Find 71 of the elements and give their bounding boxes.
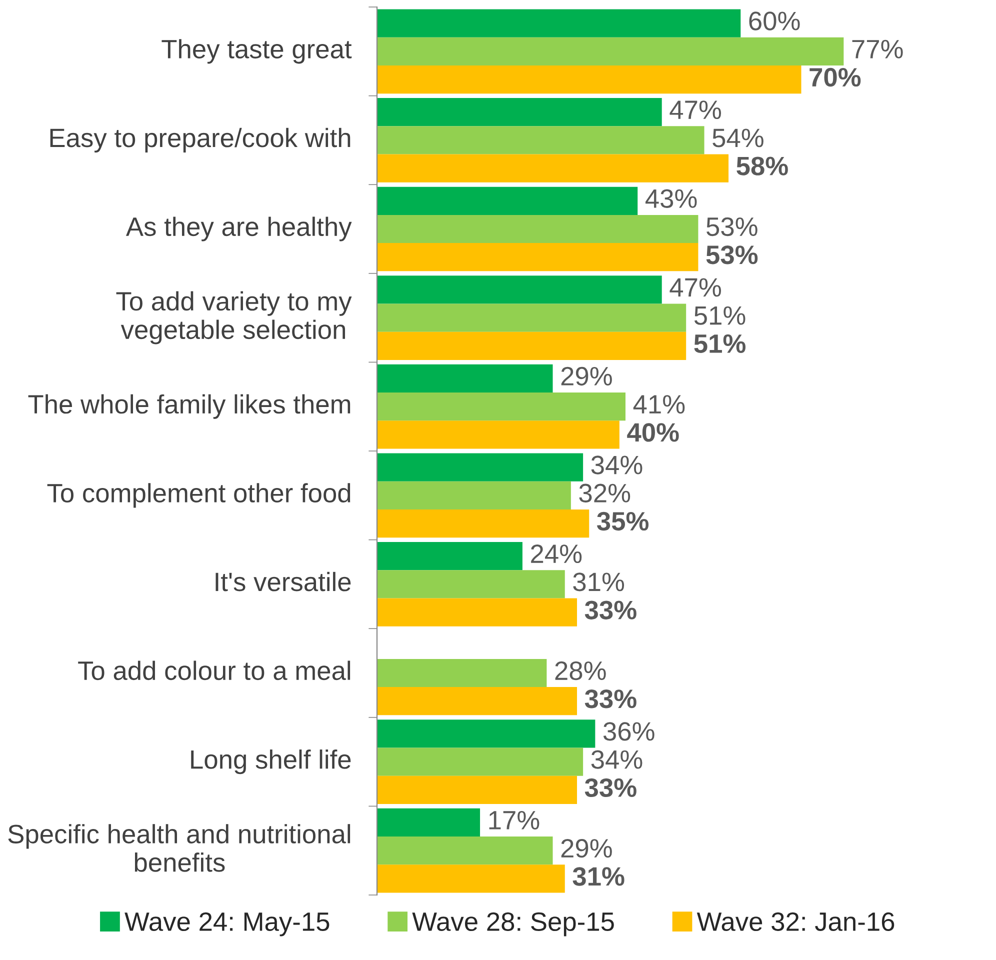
bar [377,9,741,38]
bar [377,364,553,393]
data-label: 43% [645,189,697,208]
bar [377,720,596,748]
data-label: 41% [633,395,685,414]
data-label: 28% [555,661,606,680]
data-label: 33% [584,600,636,620]
bar [377,509,590,538]
legend-label: Wave 32: Jan-16 [696,912,894,932]
bar [377,687,577,716]
y-tick-label: Easy to prepare/cook with [50,128,350,152]
data-label: 47% [670,100,721,120]
data-label: 33% [584,690,636,708]
bar [377,420,620,449]
y-tick-label: To add variety to my vegetable selection [116,291,352,344]
bar [377,304,686,332]
y-tick-label: As they are healthy [126,216,352,242]
bar [377,836,553,865]
data-label: 51% [694,306,746,325]
bar [377,98,662,126]
bar [377,126,704,154]
data-label: 53% [706,246,758,264]
data-label: 51% [694,334,746,354]
data-label: 35% [597,512,649,531]
data-label: 31% [573,572,624,592]
data-label: 31% [572,867,624,886]
data-label: 77% [852,40,903,58]
y-tick-label: They taste great [162,39,352,64]
bar [377,598,577,626]
data-label: 34% [591,750,642,769]
y-tick-label: The whole family likes them [28,394,350,419]
bar [377,864,565,893]
data-label: 29% [561,366,612,386]
y-tick-label: It's versatile [216,572,351,592]
legend-label: Wave 28: Sep-15 [412,912,614,936]
data-label: 60% [749,12,800,30]
bar [377,542,522,570]
bar [377,243,698,272]
data-label: 53% [706,217,758,236]
bar [377,332,686,360]
data-label: 32% [579,484,630,502]
bar [377,154,729,182]
bar [377,748,584,776]
bar [377,214,698,244]
legend-label: Wave 24: May-15 [124,912,330,936]
data-label: 17% [489,810,540,830]
bar [377,392,626,421]
y-tick-label: To complement other food [47,483,350,508]
data-label: 54% [712,128,764,148]
bar [377,808,480,837]
bar [377,453,584,482]
y-tick-label: Specific health and nutritional benefits [8,824,350,872]
bar [377,37,844,66]
bar [377,570,565,598]
bar [377,65,802,94]
y-tick-label: To add colour to a meal [78,660,350,680]
data-label: 70% [810,68,861,87]
bar [377,776,577,804]
data-label: 36% [603,722,654,741]
data-label: 29% [561,838,612,858]
data-label: 24% [531,544,582,564]
data-label: 34% [591,456,642,474]
bar [377,276,662,304]
bar [377,186,638,215]
data-label: 58% [736,156,788,176]
data-label: 33% [584,778,636,798]
data-label: 40% [627,423,679,442]
data-label: 47% [670,278,721,297]
bar [377,658,547,688]
bar [377,481,571,510]
y-tick-label: Long shelf life [191,750,351,774]
